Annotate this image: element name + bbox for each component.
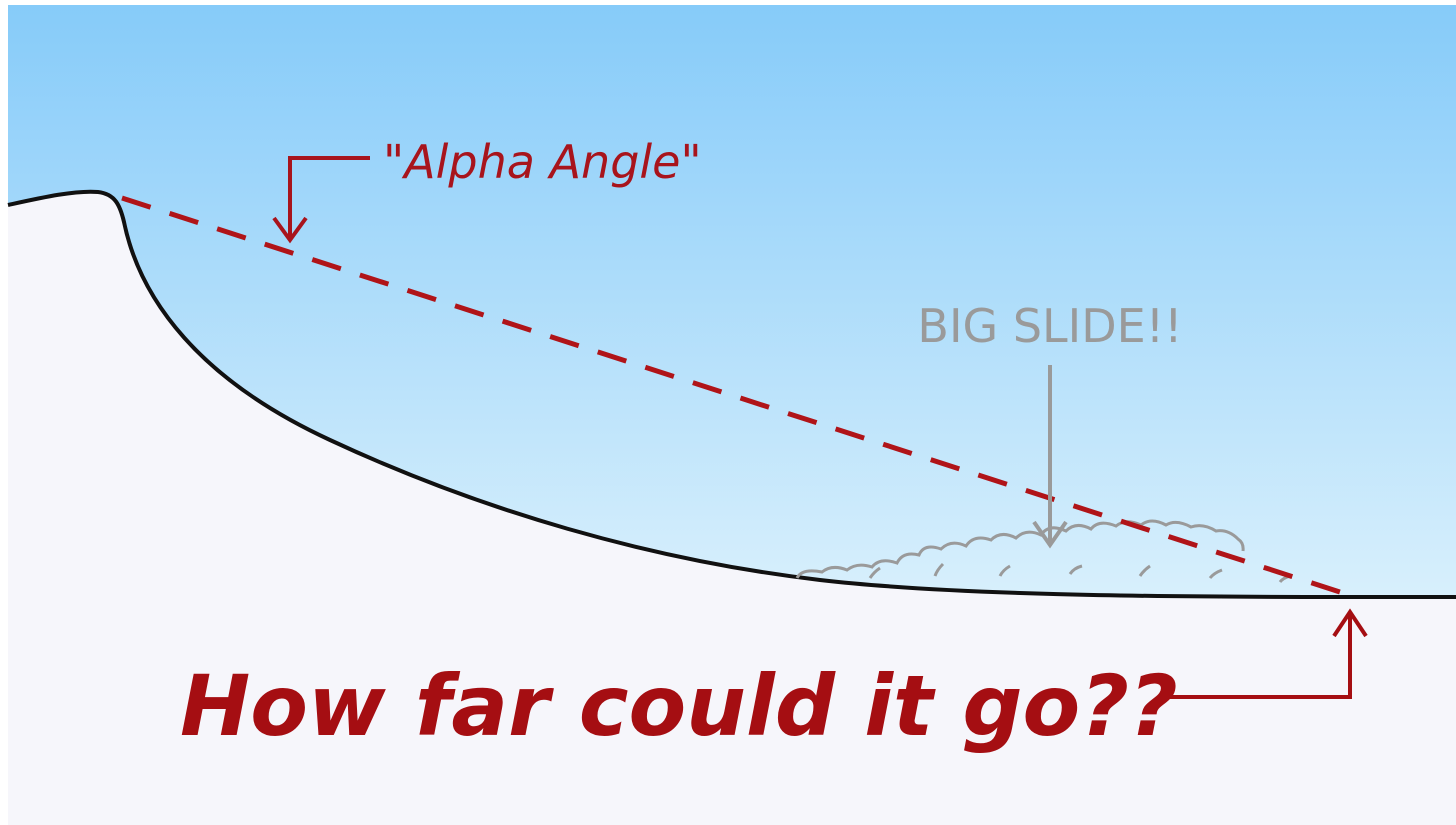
slide-arrowhead bbox=[1032, 520, 1068, 549]
alpha-arrow bbox=[288, 156, 370, 238]
big-slide-label: BIG SLIDE!! bbox=[917, 299, 1182, 353]
snow bbox=[8, 191, 1456, 825]
runout-arrow bbox=[1160, 614, 1352, 699]
alpha-angle-line bbox=[121, 195, 1341, 595]
question-label: How far could it go?? bbox=[180, 657, 1178, 755]
alpha-arrowhead bbox=[272, 216, 308, 244]
slope-outline bbox=[7, 189, 1456, 599]
runout-arrowhead bbox=[1332, 608, 1368, 638]
debris-detail bbox=[868, 562, 1291, 583]
alpha-angle-label: "Alpha Angle" bbox=[383, 135, 702, 189]
debris bbox=[795, 519, 1245, 579]
